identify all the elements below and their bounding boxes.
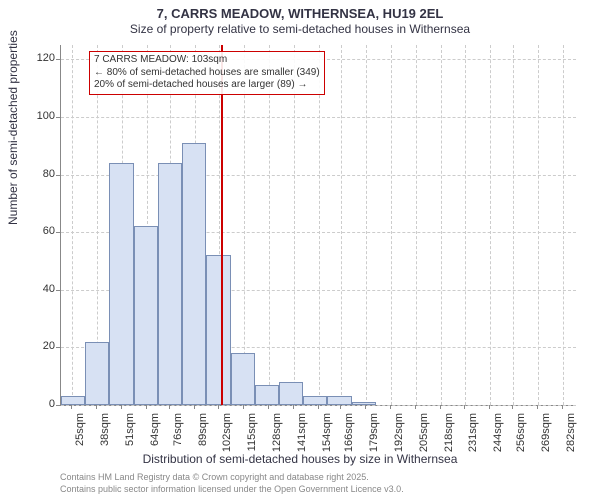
- gridline-v: [294, 45, 295, 405]
- xtick-label: 218sqm: [443, 413, 455, 463]
- xtick-label: 256sqm: [515, 413, 527, 463]
- xtick-label: 25sqm: [74, 413, 86, 463]
- xtick-mark: [218, 405, 219, 409]
- histogram-bar: [85, 342, 109, 405]
- ytick-mark: [56, 59, 60, 60]
- annotation-line: ← 80% of semi-detached houses are smalle…: [94, 67, 320, 80]
- ytick-label: 0: [15, 398, 55, 410]
- xtick-mark: [293, 405, 294, 409]
- histogram-bar: [327, 396, 351, 405]
- ytick-mark: [56, 347, 60, 348]
- xtick-mark: [489, 405, 490, 409]
- ytick-mark: [56, 405, 60, 406]
- xtick-mark: [268, 405, 269, 409]
- histogram-bar: [61, 396, 85, 405]
- xtick-mark: [562, 405, 563, 409]
- xtick-label: 141sqm: [296, 413, 308, 463]
- gridline-v: [563, 45, 564, 405]
- xtick-label: 128sqm: [271, 413, 283, 463]
- gridline-v: [391, 45, 392, 405]
- gridline-v: [72, 45, 73, 405]
- histogram-bar: [182, 143, 206, 405]
- xtick-label: 64sqm: [149, 413, 161, 463]
- gridline-v: [416, 45, 417, 405]
- chart-container: 7, CARRS MEADOW, WITHERNSEA, HU19 2EL Si…: [0, 0, 600, 500]
- gridline-v: [244, 45, 245, 405]
- gridline-v: [538, 45, 539, 405]
- footnote-line2: Contains public sector information licen…: [60, 484, 404, 494]
- annotation-line: 7 CARRS MEADOW: 103sqm: [94, 54, 320, 67]
- xtick-mark: [512, 405, 513, 409]
- histogram-bar: [279, 382, 303, 405]
- xtick-mark: [464, 405, 465, 409]
- xtick-mark: [243, 405, 244, 409]
- histogram-bar: [255, 385, 279, 405]
- xtick-label: 89sqm: [197, 413, 209, 463]
- annotation-line: 20% of semi-detached houses are larger (…: [94, 79, 320, 92]
- xtick-label: 179sqm: [368, 413, 380, 463]
- annotation-box: 7 CARRS MEADOW: 103sqm← 80% of semi-deta…: [89, 51, 325, 95]
- gridline-v: [513, 45, 514, 405]
- gridline-v: [341, 45, 342, 405]
- histogram-bar: [206, 255, 230, 405]
- ytick-label: 40: [15, 283, 55, 295]
- xtick-label: 269sqm: [540, 413, 552, 463]
- gridline-v: [366, 45, 367, 405]
- histogram-bar: [158, 163, 182, 405]
- xtick-mark: [340, 405, 341, 409]
- xtick-mark: [194, 405, 195, 409]
- gridline-h: [61, 405, 576, 406]
- plot-area: 7 CARRS MEADOW: 103sqm← 80% of semi-deta…: [60, 45, 576, 406]
- ytick-mark: [56, 290, 60, 291]
- ytick-label: 20: [15, 340, 55, 352]
- xtick-mark: [146, 405, 147, 409]
- xtick-label: 231sqm: [467, 413, 479, 463]
- xtick-mark: [415, 405, 416, 409]
- xtick-label: 115sqm: [246, 413, 258, 463]
- chart-title: 7, CARRS MEADOW, WITHERNSEA, HU19 2EL: [0, 6, 600, 21]
- xtick-mark: [537, 405, 538, 409]
- xtick-mark: [365, 405, 366, 409]
- xtick-label: 205sqm: [418, 413, 430, 463]
- xtick-label: 282sqm: [565, 413, 577, 463]
- gridline-v: [490, 45, 491, 405]
- xtick-mark: [169, 405, 170, 409]
- ytick-label: 80: [15, 168, 55, 180]
- xtick-mark: [440, 405, 441, 409]
- xtick-label: 38sqm: [99, 413, 111, 463]
- xtick-label: 166sqm: [343, 413, 355, 463]
- gridline-v: [269, 45, 270, 405]
- ytick-mark: [56, 232, 60, 233]
- xtick-mark: [318, 405, 319, 409]
- gridline-v: [465, 45, 466, 405]
- xtick-mark: [96, 405, 97, 409]
- xtick-mark: [71, 405, 72, 409]
- xtick-label: 244sqm: [492, 413, 504, 463]
- ytick-mark: [56, 175, 60, 176]
- footnote-line1: Contains HM Land Registry data © Crown c…: [60, 472, 369, 482]
- xtick-label: 102sqm: [221, 413, 233, 463]
- reference-line: [221, 45, 223, 405]
- xtick-label: 51sqm: [124, 413, 136, 463]
- xtick-label: 76sqm: [172, 413, 184, 463]
- xtick-label: 154sqm: [321, 413, 333, 463]
- chart-subtitle: Size of property relative to semi-detach…: [0, 22, 600, 36]
- ytick-label: 60: [15, 225, 55, 237]
- ytick-mark: [56, 117, 60, 118]
- xtick-mark: [121, 405, 122, 409]
- gridline-v: [319, 45, 320, 405]
- histogram-bar: [231, 353, 255, 405]
- gridline-v: [441, 45, 442, 405]
- histogram-bar: [134, 226, 158, 405]
- ytick-label: 100: [15, 110, 55, 122]
- xtick-label: 192sqm: [393, 413, 405, 463]
- histogram-bar: [303, 396, 327, 405]
- histogram-bar: [352, 402, 376, 405]
- ytick-label: 120: [15, 52, 55, 64]
- histogram-bar: [109, 163, 133, 405]
- xtick-mark: [390, 405, 391, 409]
